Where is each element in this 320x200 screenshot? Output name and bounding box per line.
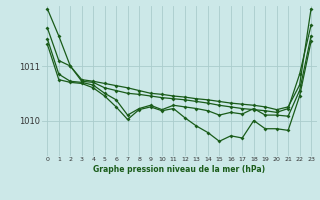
X-axis label: Graphe pression niveau de la mer (hPa): Graphe pression niveau de la mer (hPa) [93,165,265,174]
